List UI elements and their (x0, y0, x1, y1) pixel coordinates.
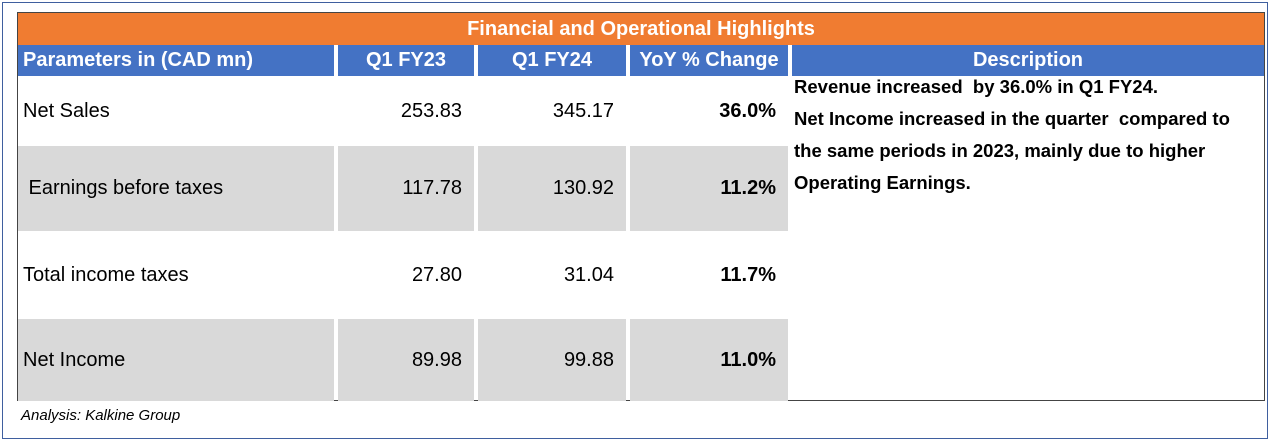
cell-net-sales-q1fy24: 345.17 (552, 99, 614, 122)
header-q1fy23: Q1 FY23 (338, 45, 474, 76)
cell-net-income-yoy: 11.0% (630, 319, 788, 401)
row-label-earnings-before-taxes: Earnings before taxes (18, 146, 334, 231)
cell-taxes-q1fy23: 27.80 (411, 263, 462, 286)
cell-ebt-q1fy24: 130.92 (478, 146, 626, 231)
table-title: Financial and Operational Highlights (18, 13, 1264, 45)
cell-net-sales-q1fy23: 253.83 (400, 99, 462, 122)
header-q1fy24: Q1 FY24 (478, 45, 626, 76)
row-label-net-sales: Net Sales (23, 99, 110, 122)
cell-net-sales-yoy: 36.0% (719, 99, 776, 122)
cell-ebt-q1fy23: 117.78 (338, 146, 474, 231)
highlights-table: Financial and Operational Highlights Par… (17, 12, 1265, 401)
cell-taxes-yoy: 11.7% (720, 263, 776, 286)
cell-ebt-yoy: 11.2% (630, 146, 788, 231)
description-text: Revenue increased by 36.0% in Q1 FY24. N… (794, 71, 1244, 199)
source-note: Analysis: Kalkine Group (21, 407, 181, 424)
header-parameters: Parameters in (CAD mn) (18, 45, 334, 76)
description-line-net-income: Net Income increased in the quarter comp… (794, 108, 1236, 193)
description-line-revenue: Revenue increased by 36.0% in Q1 FY24. (794, 76, 1159, 97)
header-yoy-change: YoY % Change (630, 45, 788, 76)
cell-taxes-q1fy24: 31.04 (563, 263, 614, 286)
header-description: Description (792, 45, 1264, 76)
cell-net-income-q1fy24: 99.88 (478, 319, 626, 401)
cell-net-income-q1fy23: 89.98 (338, 319, 474, 401)
row-label-net-income: Net Income (18, 319, 334, 401)
row-label-total-income-taxes: Total income taxes (23, 263, 189, 286)
